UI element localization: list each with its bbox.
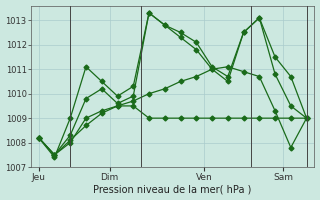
X-axis label: Pression niveau de la mer( hPa ): Pression niveau de la mer( hPa ): [93, 184, 252, 194]
